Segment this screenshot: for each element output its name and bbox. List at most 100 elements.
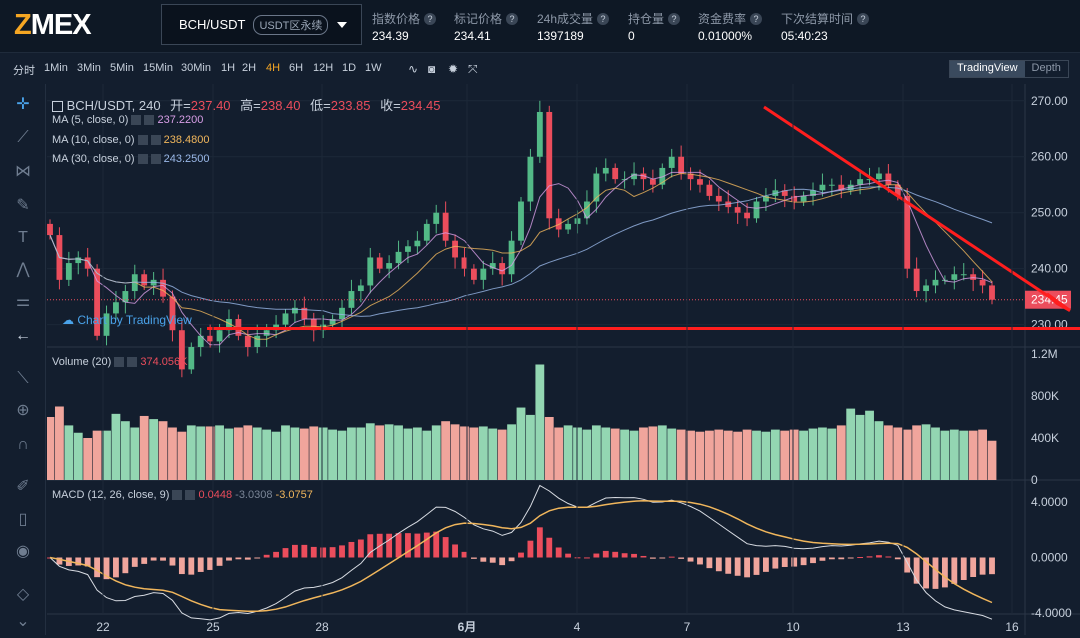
interval-3min[interactable]: 3Min [77, 62, 101, 74]
pair-selector[interactable]: BCH/USDT USDT区永续 [161, 4, 362, 45]
volume-bar [149, 419, 159, 480]
interval-1h[interactable]: 1H [221, 62, 236, 74]
chart-area[interactable]: 270.00 260.00 250.00 240.00 230.00 234.45 1.2M… [45, 84, 1080, 638]
ruler-icon[interactable]: ⟍ [17, 370, 29, 387]
settings-icon[interactable] [131, 115, 142, 126]
tab-depth[interactable]: Depth [1031, 62, 1061, 74]
interval-2h[interactable]: 2H [242, 62, 257, 74]
lock-icon[interactable]: ▯ [18, 511, 28, 528]
macd-histogram-bar [536, 527, 543, 558]
brush-icon[interactable]: ✎ [16, 197, 30, 214]
settings-icon[interactable] [137, 135, 148, 146]
settings-icon[interactable] [172, 490, 183, 501]
candle-body [659, 167, 666, 185]
close-icon[interactable] [127, 357, 138, 368]
volume-bar [130, 427, 140, 480]
interval-6h[interactable]: 6H [289, 62, 304, 74]
close-icon[interactable] [150, 135, 161, 146]
candle-body [753, 201, 760, 219]
macd-histogram-bar [781, 557, 788, 567]
macd-histogram-bar [56, 557, 63, 565]
pattern-icon[interactable]: ⋀ [16, 261, 30, 278]
volume-bar [554, 427, 564, 480]
help-icon[interactable]: ? [668, 12, 681, 25]
zoom-in-icon[interactable]: ⊕ [16, 402, 30, 419]
gear-icon[interactable]: ✹ [448, 62, 459, 76]
interval-tick[interactable]: 分时 [13, 65, 35, 77]
help-icon[interactable]: ? [506, 12, 519, 25]
volume-bar [431, 425, 441, 480]
interval-5min[interactable]: 5Min [110, 62, 134, 74]
trend-arrow-head [1045, 292, 1071, 312]
help-icon[interactable]: ? [597, 12, 610, 25]
close-icon[interactable] [150, 154, 161, 165]
candle-body [489, 263, 496, 269]
macd-axis-label: 0.0000 [1031, 551, 1068, 565]
chart-svg[interactable]: 270.00260.00250.00240.00230.00234.451.2M… [45, 84, 1080, 635]
time-axis-label: 6月 [458, 620, 477, 634]
macd-histogram-bar [207, 557, 214, 570]
interval-15min[interactable]: 15Min [143, 62, 173, 74]
back-arrow-icon[interactable]: ← [15, 327, 31, 344]
macd-histogram-bar [150, 557, 157, 561]
help-icon[interactable]: ? [424, 12, 437, 25]
candle-body [885, 173, 892, 185]
volume-bar [714, 429, 724, 480]
volume-bar [375, 425, 385, 480]
settings-icon[interactable] [137, 154, 148, 165]
macd-histogram-bar [753, 557, 760, 575]
line-style-icon[interactable]: ∿ [408, 62, 419, 76]
volume-bar [262, 429, 272, 480]
volume-bar [704, 430, 714, 480]
interval-30min[interactable]: 30Min [181, 62, 211, 74]
volume-bar [460, 426, 469, 480]
camera-icon[interactable]: ◙ [428, 62, 436, 76]
interval-1w[interactable]: 1W [365, 62, 382, 74]
legend-close: 234.45 [400, 98, 441, 113]
volume-bar [648, 426, 658, 480]
candle-body [141, 274, 148, 286]
help-icon[interactable]: ? [750, 12, 763, 25]
eye-icon[interactable]: ◉ [16, 543, 30, 560]
layers-icon[interactable]: ◇ [16, 586, 30, 603]
macd-histogram-bar [574, 557, 581, 559]
prediction-icon[interactable]: ⚌ [15, 293, 31, 310]
fib-tool-icon[interactable]: ⋈ [15, 163, 31, 180]
macd-histogram-bar [857, 557, 864, 559]
candle-body [565, 223, 572, 230]
price-axis-label: 240.00 [1031, 262, 1068, 276]
collapse-icon[interactable]: ⌄ [16, 613, 30, 630]
tradingview-watermark[interactable]: ☁ Chart by TradingView [62, 313, 192, 327]
pencil-lock-icon[interactable]: ✐ [16, 478, 30, 495]
trend-line-icon[interactable]: ⟋ [17, 129, 29, 146]
close-icon[interactable] [144, 115, 155, 126]
legend-low: 233.85 [330, 98, 371, 113]
volume-bar [516, 407, 526, 480]
candle-body [263, 330, 270, 336]
volume-bar [394, 425, 403, 480]
interval-12h[interactable]: 12H [313, 62, 334, 74]
volume-bar [808, 428, 818, 480]
text-tool-icon[interactable]: T [18, 229, 28, 246]
tab-tradingview[interactable]: TradingView [950, 61, 1025, 77]
candle-body [555, 218, 562, 230]
close-icon[interactable] [185, 490, 196, 501]
magnet-icon[interactable]: ∩ [17, 436, 29, 453]
crosshair-icon[interactable]: ✛ [16, 96, 30, 113]
candle-body [536, 111, 543, 157]
macd-histogram-bar [348, 541, 355, 558]
help-icon[interactable]: ? [857, 12, 870, 25]
interval-4h[interactable]: 4H [266, 62, 281, 74]
stat-next-settlement: 下次结算时间? 05:40:23 [781, 10, 870, 43]
macd-histogram-bar [923, 557, 929, 589]
macd-histogram-bar [838, 557, 845, 560]
interval-1d[interactable]: 1D [342, 62, 357, 74]
volume-bar [639, 427, 648, 480]
macd-histogram-bar [847, 557, 854, 559]
fullscreen-icon[interactable]: ⤧ [468, 62, 478, 76]
volume-bar [695, 431, 705, 480]
settings-icon[interactable] [114, 357, 125, 368]
volume-bar [177, 431, 187, 480]
interval-1min[interactable]: 1Min [44, 62, 68, 74]
zmex-logo[interactable]: ZMEX [14, 9, 92, 41]
